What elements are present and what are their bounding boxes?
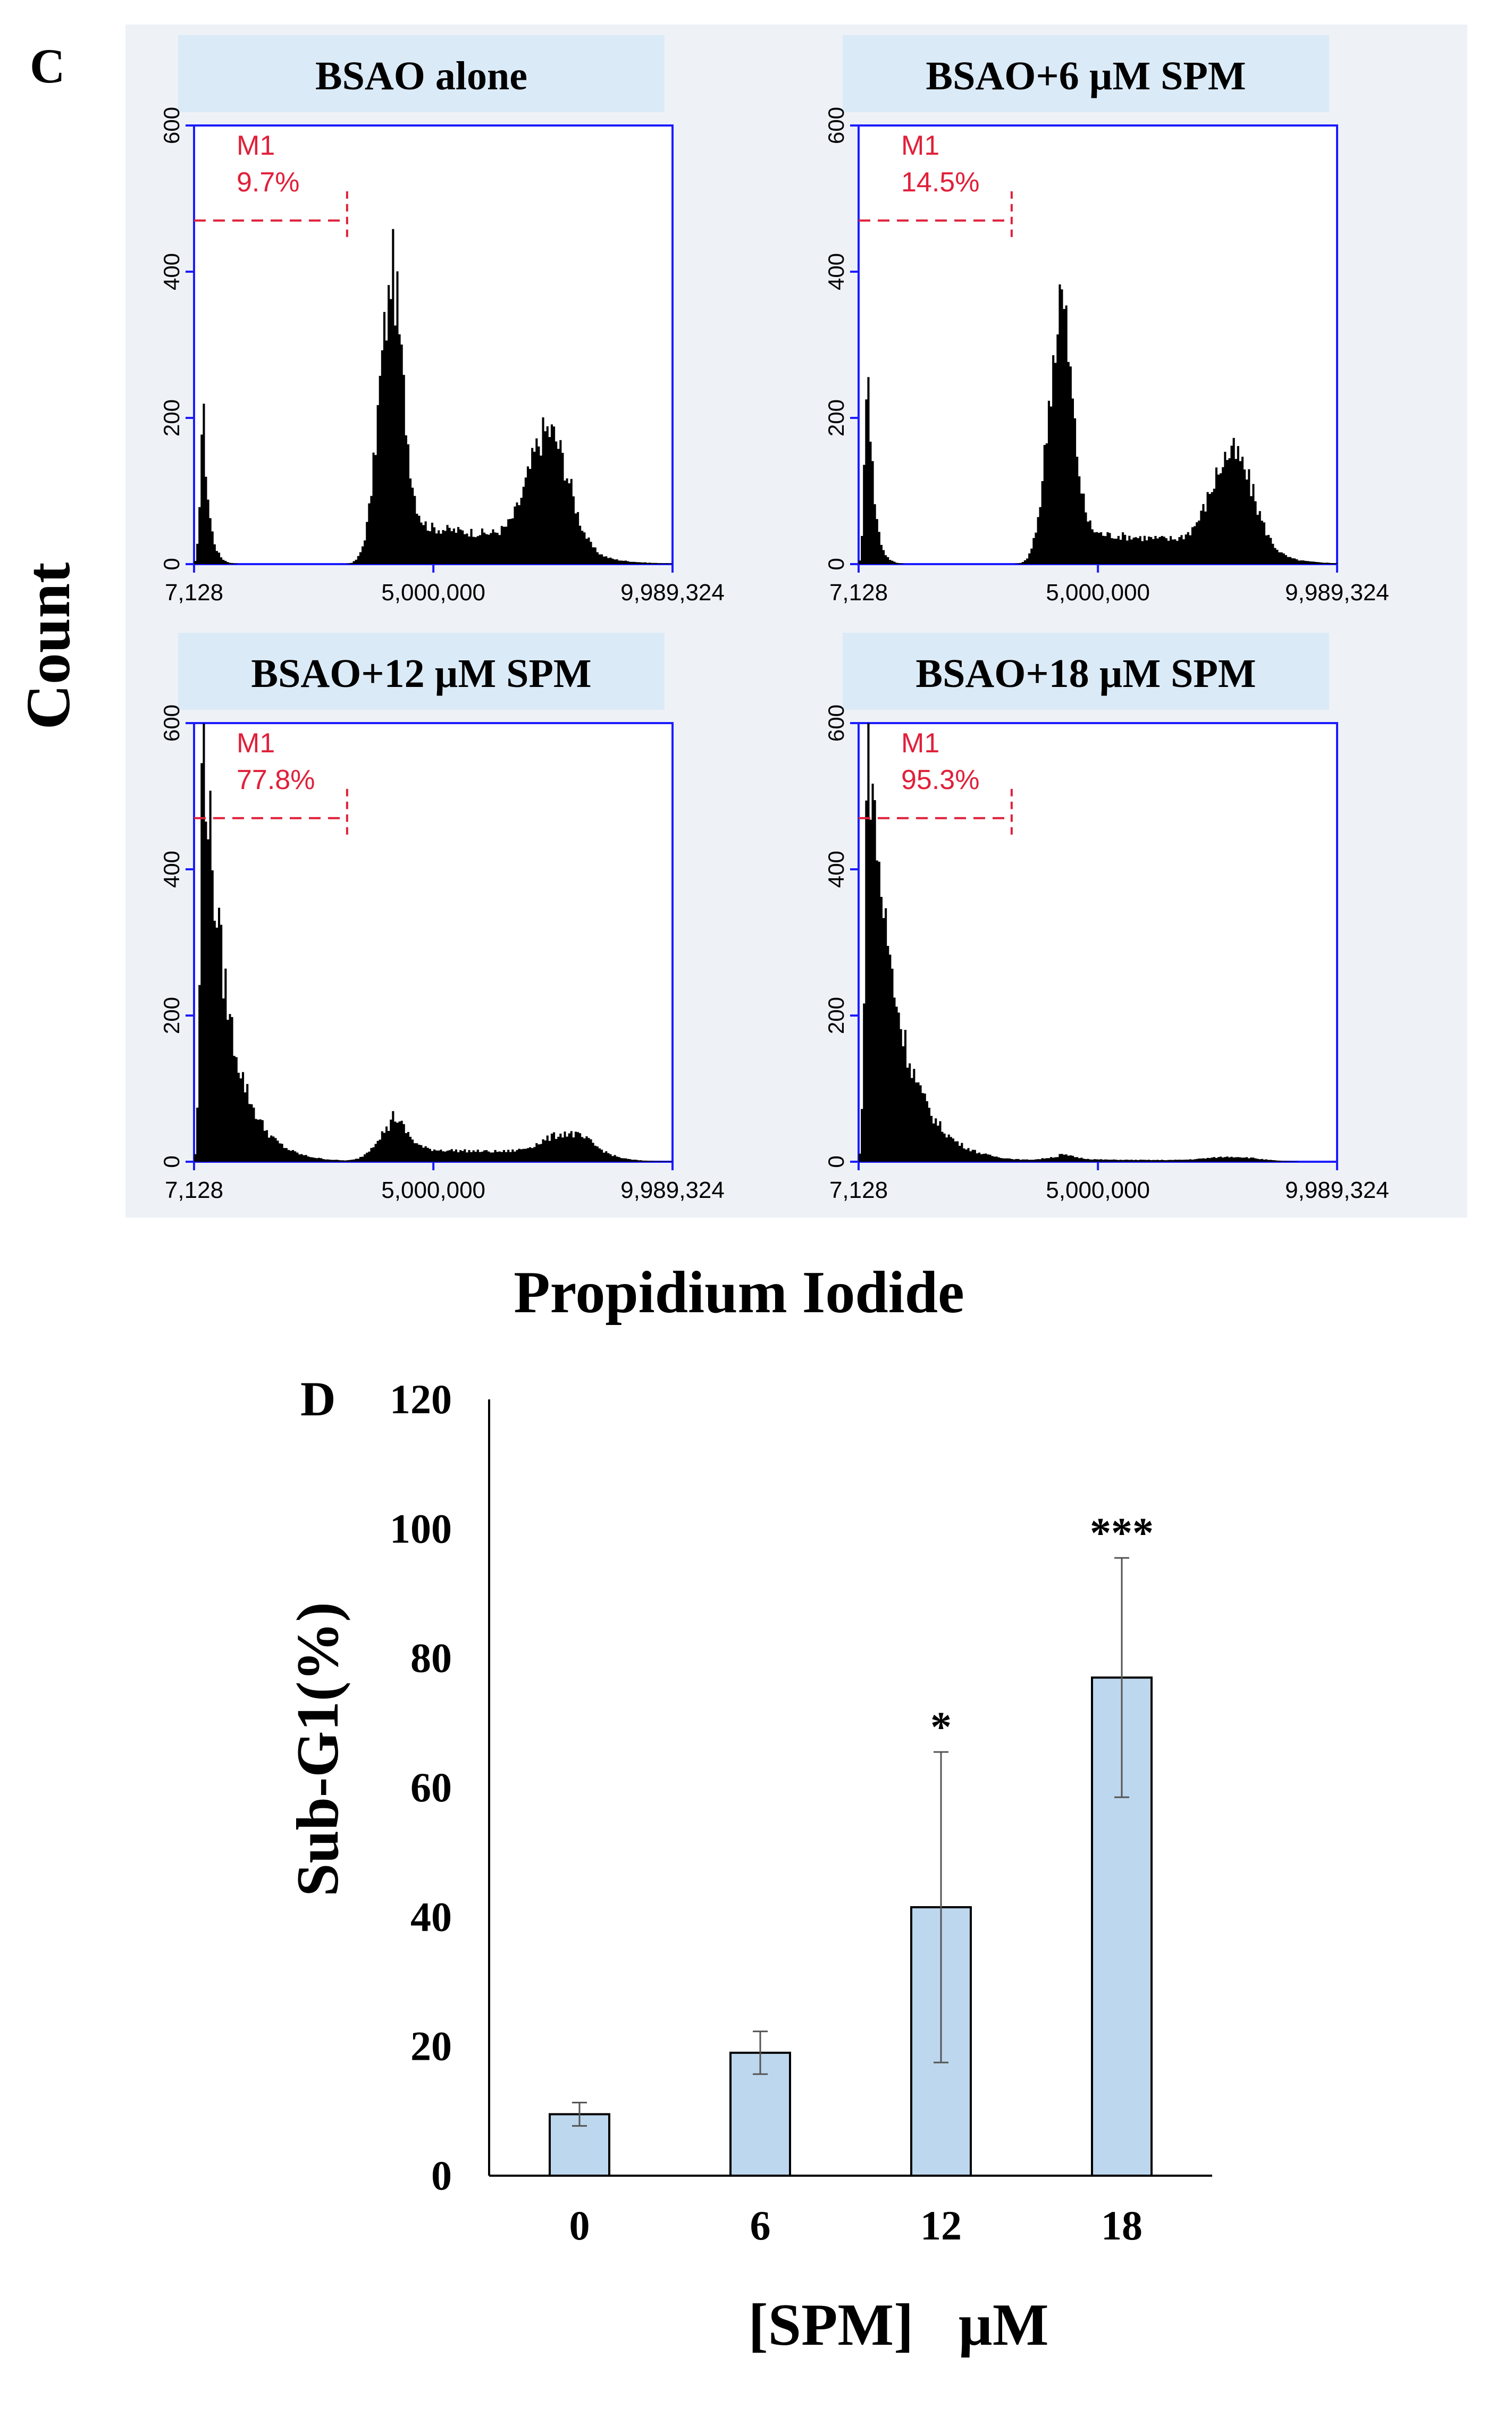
histogram-title-box xyxy=(843,633,1329,710)
histogram-title: BSAO alone xyxy=(315,54,527,98)
y-tick-label: 60 xyxy=(410,1764,452,1810)
gate-name: M1 xyxy=(237,728,275,759)
x-tick-label: 5,000,000 xyxy=(1046,1177,1150,1203)
x-tick-label: 0 xyxy=(569,2202,590,2249)
x-tick-label: 5,000,000 xyxy=(381,1177,485,1203)
significance-marker: *** xyxy=(1090,1510,1154,1557)
gate-percent: 14.5% xyxy=(901,167,979,198)
x-tick-label: 9,989,324 xyxy=(620,580,725,606)
gate-percent: 95.3% xyxy=(901,765,979,795)
gate-percent: 9.7% xyxy=(237,167,300,198)
y-tick-label: 0 xyxy=(824,558,849,570)
histogram-bsao-12um-spm: BSAO+12 µM SPM 0 200 400 600 7,128 5,000,000 9,… xyxy=(159,633,725,1203)
x-tick-label: 12 xyxy=(920,2202,962,2249)
histogram-bsao-18um-spm: BSAO+18 µM SPM 0 200 400 600 7,128 5,000,000 9,… xyxy=(824,633,1389,1203)
gate-name: M1 xyxy=(901,728,939,759)
histogram-bsao-6um-spm: BSAO+6 µM SPM 0 200 400 600 7,128 5,000,000 9,9… xyxy=(824,35,1389,606)
x-tick-label: 6 xyxy=(750,2202,771,2249)
y-tick-label: 400 xyxy=(159,253,184,290)
significance-marker: * xyxy=(930,1704,952,1751)
histogram-plot-area xyxy=(193,722,674,1163)
panel-d-y-axis-label: Sub-G1(%) xyxy=(285,1602,351,1897)
histogram-bars xyxy=(194,723,673,1162)
histogram-plot-area xyxy=(193,124,674,565)
histogram-title: BSAO+12 µM SPM xyxy=(251,651,591,696)
y-tick-label: 600 xyxy=(159,107,184,144)
y-tick-label: 200 xyxy=(159,997,184,1034)
y-tick-label: 600 xyxy=(824,107,849,144)
x-tick-label: 7,128 xyxy=(829,1177,888,1203)
panel-d-letter: D xyxy=(300,1372,335,1426)
histogram-title: BSAO+6 µM SPM xyxy=(926,54,1246,98)
y-tick-label: 400 xyxy=(824,851,849,888)
panel-c-x-axis-label: Propidium Iodide xyxy=(514,1260,964,1326)
panel-c: C Count Propidium Iodide BSAO alone 0 200 4… xyxy=(13,24,1467,1326)
panel-c-letter: C xyxy=(30,39,65,93)
y-tick-label: 40 xyxy=(410,1893,452,1940)
y-tick-label: 200 xyxy=(824,997,849,1034)
panel-d-x-axis-label: [SPM] µM xyxy=(748,2292,1048,2358)
histogram-title-box xyxy=(178,633,665,710)
histogram-plot-area xyxy=(858,124,1338,565)
x-tick-label: 9,989,324 xyxy=(1285,1177,1389,1203)
y-tick-label: 0 xyxy=(824,1155,849,1168)
histogram-plot-area xyxy=(858,722,1338,1163)
histogram-bars xyxy=(194,229,673,564)
y-tick-label: 0 xyxy=(159,558,184,570)
x-tick-label: 9,989,324 xyxy=(620,1177,725,1203)
histogram-bars xyxy=(859,284,1337,564)
y-tick-label: 400 xyxy=(824,253,849,290)
histogram-bars xyxy=(859,723,1298,1162)
y-tick-label: 20 xyxy=(410,2023,452,2069)
histogram-title-box xyxy=(178,35,665,112)
y-tick-label: 100 xyxy=(390,1505,452,1551)
panel-d: D Sub-G1(%) [SPM] µM 0 20 40 60 80 100 120 0 6 12… xyxy=(285,1372,1212,2358)
y-tick-label: 0 xyxy=(159,1155,184,1168)
histogram-bsao-alone: BSAO alone 0 200 400 600 7,128 5,000,000 9,989,… xyxy=(159,35,725,606)
gate-name: M1 xyxy=(901,130,939,161)
x-tick-label: 7,128 xyxy=(829,580,888,606)
sub-g1-bar-chart: 0 20 40 60 80 100 120 0 6 12 * 18 *** xyxy=(390,1376,1212,2249)
y-tick-label: 200 xyxy=(824,399,849,437)
x-tick-label: 5,000,000 xyxy=(1046,580,1150,606)
x-tick-label: 5,000,000 xyxy=(381,580,485,606)
y-tick-label: 80 xyxy=(410,1635,452,1681)
y-tick-label: 400 xyxy=(159,851,184,888)
y-tick-label: 600 xyxy=(824,704,849,742)
y-tick-label: 120 xyxy=(390,1376,452,1422)
y-tick-label: 0 xyxy=(431,2152,452,2199)
y-tick-label: 200 xyxy=(159,399,184,437)
x-tick-label: 9,989,324 xyxy=(1285,580,1389,606)
histogram-title: BSAO+18 µM SPM xyxy=(915,651,1256,696)
x-tick-label: 7,128 xyxy=(165,580,223,606)
gate-percent: 77.8% xyxy=(237,765,315,795)
y-tick-label: 600 xyxy=(159,704,184,742)
histogram-title-box xyxy=(843,35,1329,112)
x-tick-label: 18 xyxy=(1101,2202,1143,2249)
panel-c-y-axis-label: Count xyxy=(13,563,83,730)
gate-name: M1 xyxy=(237,130,275,161)
x-tick-label: 7,128 xyxy=(165,1177,223,1203)
